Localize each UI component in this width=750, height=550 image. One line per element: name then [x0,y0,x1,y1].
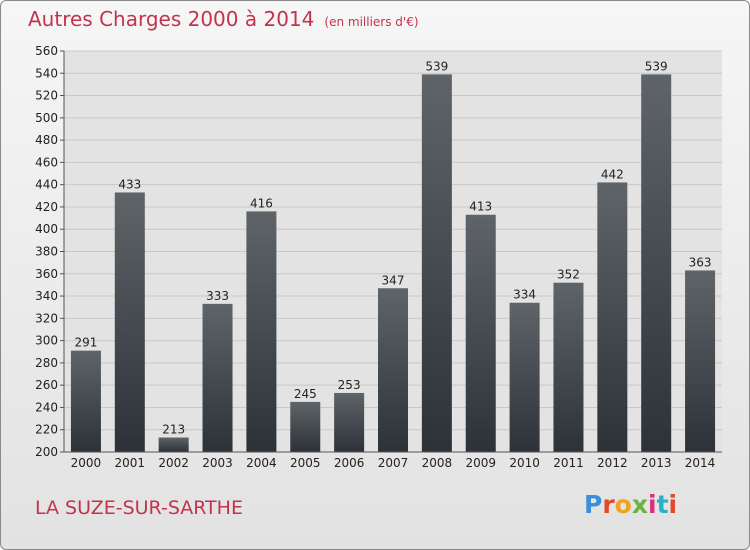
x-tick-label-2000: 2000 [71,456,102,470]
data-label-2003: 333 [206,289,229,303]
y-tick-label: 440 [35,178,58,192]
x-tick-label-2014: 2014 [685,456,716,470]
bar-2013 [641,74,672,453]
bar-2004 [246,211,277,452]
x-tick-label-2013: 2013 [641,456,672,470]
data-label-2014: 363 [689,255,712,269]
y-tick-label: 480 [35,133,58,147]
x-tick-label-2002: 2002 [158,456,189,470]
bar-2000 [70,350,101,452]
data-label-2007: 347 [382,273,405,287]
brand-logo: Proxiti [584,490,677,519]
data-label-2002: 213 [162,423,185,437]
data-label-2004: 416 [250,196,273,210]
axes: 200 220 240 260 280 300 320 340 360 380 400 420 440 4… [35,44,722,470]
y-tick-label: 520 [35,89,58,103]
bar-2014 [685,270,716,452]
x-tick-label-2007: 2007 [378,456,409,470]
x-tick-label-2006: 2006 [334,456,365,470]
x-tick-label-2004: 2004 [246,456,277,470]
y-tick-label: 340 [35,289,58,303]
brand-letter: x [631,490,648,519]
y-tick-label: 560 [35,44,58,58]
bar-2001 [114,192,145,453]
bars [70,74,716,453]
bar-2008 [421,74,452,453]
x-tick-label-2005: 2005 [290,456,321,470]
x-tick-label-2012: 2012 [597,456,628,470]
bar-2006 [334,392,365,452]
y-tick-label: 360 [35,267,58,281]
y-tick-label: 400 [35,222,58,236]
x-tick-label-2009: 2009 [465,456,496,470]
y-tick-label: 220 [35,423,58,437]
y-tick-label: 420 [35,200,58,214]
chart-title-text: Autres Charges 2000 à 2014 [28,7,315,31]
chart-subtitle: (en milliers d'€) [324,15,419,29]
data-label-2013: 539 [645,59,668,73]
x-tick-label-2003: 2003 [202,456,233,470]
bar-2010 [509,302,540,452]
y-tick-label: 300 [35,334,58,348]
labels: 291 433 213 333 416 245 253 347 539 413 334 352 442 5… [74,59,711,436]
x-tick-label-2010: 2010 [509,456,540,470]
x-tick-label-2008: 2008 [422,456,453,470]
brand-letter: i [668,490,678,519]
bar-2003 [202,303,233,452]
data-label-2011: 352 [557,268,580,282]
data-label-2010: 334 [513,288,536,302]
data-label-2001: 433 [118,177,141,191]
y-tick-label: 500 [35,111,58,125]
brand-letter: i [648,490,657,519]
y-tick-label: 460 [35,155,58,169]
bar-2009 [465,214,496,452]
x-tick-label-2001: 2001 [115,456,146,470]
brand-letter: r [602,490,615,519]
y-tick-label: 380 [35,245,58,259]
data-label-2008: 539 [425,59,448,73]
data-label-2000: 291 [74,336,97,350]
chart-title: Autres Charges 2000 à 2014 (en milliers d… [28,7,419,31]
y-tick-label: 260 [35,378,58,392]
y-tick-label: 540 [35,66,58,80]
brand-letter: o [614,490,632,519]
x-tick-label-2011: 2011 [553,456,584,470]
bar-2012 [597,182,628,452]
y-tick-label: 280 [35,356,58,370]
bar-2011 [553,282,584,452]
data-label-2009: 413 [469,200,492,214]
y-tick-label: 240 [35,400,58,414]
bar-2005 [290,401,321,452]
bar-2002 [158,437,189,452]
bar-2007 [378,288,408,452]
data-label-2005: 245 [294,387,317,401]
brand-letter: P [584,490,603,519]
y-tick-label: 200 [35,445,58,459]
brand-letter: t [656,490,669,519]
data-label-2006: 253 [338,378,361,392]
y-tick-label: 320 [35,311,58,325]
data-label-2012: 442 [601,167,624,181]
city-label: LA SUZE-SUR-SARTHE [35,497,243,519]
